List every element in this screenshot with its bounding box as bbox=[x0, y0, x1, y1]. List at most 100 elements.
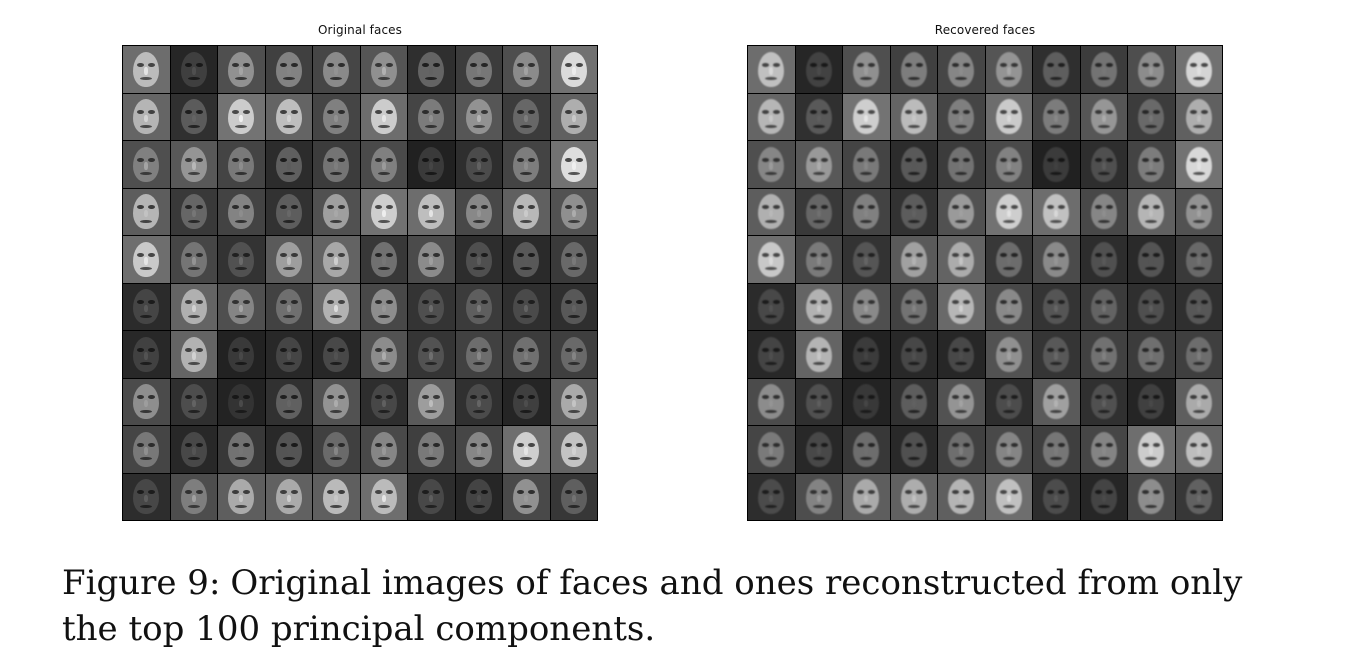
face-thumbnail bbox=[360, 331, 407, 378]
face-mouth bbox=[567, 457, 580, 461]
face-eye bbox=[279, 490, 287, 495]
face-eye bbox=[528, 442, 536, 447]
face-mouth bbox=[955, 172, 968, 176]
face-thumbnail bbox=[313, 426, 360, 473]
face-thumbnail bbox=[890, 331, 937, 378]
face-mouth bbox=[282, 219, 295, 223]
face-eye bbox=[232, 157, 240, 162]
face-nose bbox=[1101, 399, 1106, 408]
face-nose bbox=[429, 162, 434, 170]
face-eye bbox=[1047, 110, 1055, 115]
face-eye bbox=[338, 395, 346, 400]
face-nose bbox=[769, 494, 774, 503]
face-eye bbox=[1058, 110, 1066, 115]
face-nose bbox=[1101, 352, 1106, 360]
face-nose bbox=[816, 114, 821, 123]
face-eye bbox=[148, 157, 156, 162]
face-mouth bbox=[1192, 504, 1205, 508]
face-eye bbox=[1200, 157, 1208, 162]
face-mouth bbox=[907, 124, 920, 128]
face-thumbnail bbox=[938, 188, 985, 235]
face-eye bbox=[243, 110, 251, 115]
face-eye bbox=[915, 347, 923, 352]
face-eye bbox=[762, 157, 770, 162]
face-nose bbox=[864, 257, 869, 265]
face-eye bbox=[469, 252, 477, 257]
face-nose bbox=[191, 399, 196, 408]
face-nose bbox=[476, 304, 481, 313]
face-nose bbox=[429, 399, 434, 408]
face-eye bbox=[1189, 205, 1197, 210]
face-thumbnail bbox=[123, 188, 170, 235]
face-nose bbox=[769, 114, 774, 123]
face-eye bbox=[564, 157, 572, 162]
face-eye bbox=[773, 110, 781, 115]
face-thumbnail bbox=[265, 46, 312, 93]
face-nose bbox=[286, 447, 291, 455]
face-thumbnail bbox=[360, 141, 407, 188]
face-eye bbox=[762, 490, 770, 495]
face-eye bbox=[148, 62, 156, 67]
face-nose bbox=[1149, 209, 1154, 218]
face-mouth bbox=[187, 267, 200, 271]
face-mouth bbox=[140, 457, 153, 461]
face-eye bbox=[422, 395, 430, 400]
face-eye bbox=[338, 110, 346, 115]
face-nose bbox=[144, 209, 149, 218]
face-thumbnail bbox=[843, 93, 890, 140]
face-eye bbox=[1058, 62, 1066, 67]
face-eye bbox=[243, 442, 251, 447]
face-thumbnail bbox=[795, 188, 842, 235]
face-eye bbox=[1142, 490, 1150, 495]
face-eye bbox=[857, 490, 865, 495]
face-mouth bbox=[377, 409, 390, 413]
face-nose bbox=[286, 67, 291, 75]
face-thumbnail bbox=[313, 331, 360, 378]
face-eye bbox=[480, 300, 488, 305]
face-thumbnail bbox=[795, 283, 842, 330]
face-eye bbox=[290, 62, 298, 67]
face-nose bbox=[571, 352, 576, 360]
face-thumbnail bbox=[170, 236, 217, 283]
face-thumbnail bbox=[550, 283, 597, 330]
face-mouth bbox=[472, 219, 485, 223]
face-mouth bbox=[1002, 362, 1015, 366]
face-mouth bbox=[567, 219, 580, 223]
face-eye bbox=[1200, 300, 1208, 305]
face-eye bbox=[868, 395, 876, 400]
face-thumbnail bbox=[985, 283, 1032, 330]
face-eye bbox=[279, 157, 287, 162]
face-eye bbox=[374, 205, 382, 210]
face-nose bbox=[1149, 257, 1154, 265]
face-eye bbox=[327, 300, 335, 305]
face-eye bbox=[184, 252, 192, 257]
face-thumbnail bbox=[550, 236, 597, 283]
face-eye bbox=[148, 395, 156, 400]
face-eye bbox=[327, 252, 335, 257]
face-eye bbox=[857, 300, 865, 305]
face-nose bbox=[476, 399, 481, 408]
face-mouth bbox=[140, 77, 153, 81]
face-mouth bbox=[1145, 504, 1158, 508]
face-nose bbox=[144, 257, 149, 265]
face-eye bbox=[820, 205, 828, 210]
face-eye bbox=[1094, 205, 1102, 210]
face-thumbnail bbox=[1175, 236, 1222, 283]
face-nose bbox=[571, 209, 576, 218]
original-faces-panel: Original faces bbox=[122, 0, 598, 530]
face-mouth bbox=[907, 172, 920, 176]
face-mouth bbox=[1002, 219, 1015, 223]
face-thumbnail bbox=[1033, 93, 1080, 140]
face-eye bbox=[915, 442, 923, 447]
face-eye bbox=[575, 157, 583, 162]
face-eye bbox=[184, 395, 192, 400]
face-thumbnail bbox=[1175, 188, 1222, 235]
face-thumbnail bbox=[985, 331, 1032, 378]
face-mouth bbox=[1192, 314, 1205, 318]
face-nose bbox=[191, 304, 196, 313]
face-mouth bbox=[1050, 314, 1063, 318]
face-eye bbox=[517, 252, 525, 257]
face-mouth bbox=[282, 504, 295, 508]
face-eye bbox=[290, 300, 298, 305]
face-nose bbox=[191, 447, 196, 455]
